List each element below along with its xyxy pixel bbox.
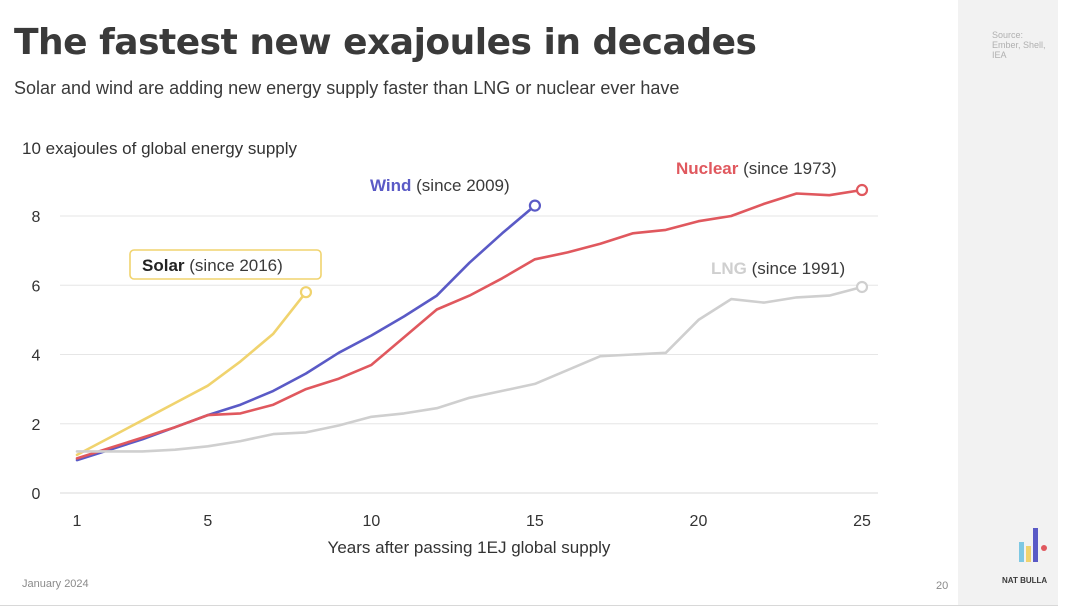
page-number: 20 [936,580,949,592]
x-tick-label: 20 [690,513,708,530]
page-title: The fastest new exajoules in decades [14,22,757,63]
solar-label-name: Solar [142,256,189,275]
y-tick-label: 0 [32,486,41,503]
solar-label-box [129,249,322,280]
grid-lines [60,215,878,494]
wind-label-name: Wind [370,176,416,195]
wind-line [75,204,537,462]
lng-end-marker [855,280,869,294]
wind-label: Wind (since 2009) [370,176,510,195]
x-tick-label: 10 [362,513,380,530]
x-tick-label: 15 [526,513,544,530]
x-tick-label: 5 [203,513,212,530]
brand-logo-icon [1019,528,1047,562]
y-tick-label: 8 [32,209,41,226]
lng-line [75,285,864,453]
brand-name: NAT BULLA [1002,576,1048,585]
wind-label-since: (since 2009) [416,176,510,195]
source-note: Source: Ember, Shell, IEA [992,30,1046,60]
y-tick-label: 6 [32,278,41,295]
lng-label: LNG (since 1991) [711,259,845,278]
nuclear-label: Nuclear (since 1973) [676,159,837,178]
x-tick-label: 1 [73,513,82,530]
y-tick-label: 2 [32,417,41,434]
nuclear-end-marker [855,183,869,197]
sidebar [958,0,1058,605]
series-labels: Wind (since 2009) Nuclear (since 1973) LNG… [129,159,845,280]
nuclear-label-since: (since 1973) [743,159,837,178]
solar-end-marker [299,286,313,299]
y-axis: 0 2 4 6 8 [32,209,41,503]
y-axis-label: 10 exajoules of global energy supply [22,139,298,158]
lng-label-name: LNG [711,259,752,278]
x-tick-label: 25 [853,513,871,530]
solar-line [75,290,308,457]
nuclear-label-name: Nuclear [676,159,743,178]
slide: The fastest new exajoules in decades Sol… [14,22,949,592]
footer-date: January 2024 [22,578,89,590]
wind-end-marker [528,199,542,212]
nuclear-line [75,188,864,460]
solar-label-since: (since 2016) [189,256,283,275]
page-subtitle: Solar and wind are adding new energy sup… [14,78,680,98]
series-group [75,183,869,462]
x-axis: 1 5 10 15 20 25 [73,513,871,530]
lng-label-since: (since 1991) [752,259,846,278]
bottom-edge [0,605,1058,615]
solar-label: Solar (since 2016) [142,256,283,275]
y-tick-label: 4 [32,348,41,365]
right-edge [1058,0,1070,614]
x-axis-label: Years after passing 1EJ global supply [328,538,611,557]
